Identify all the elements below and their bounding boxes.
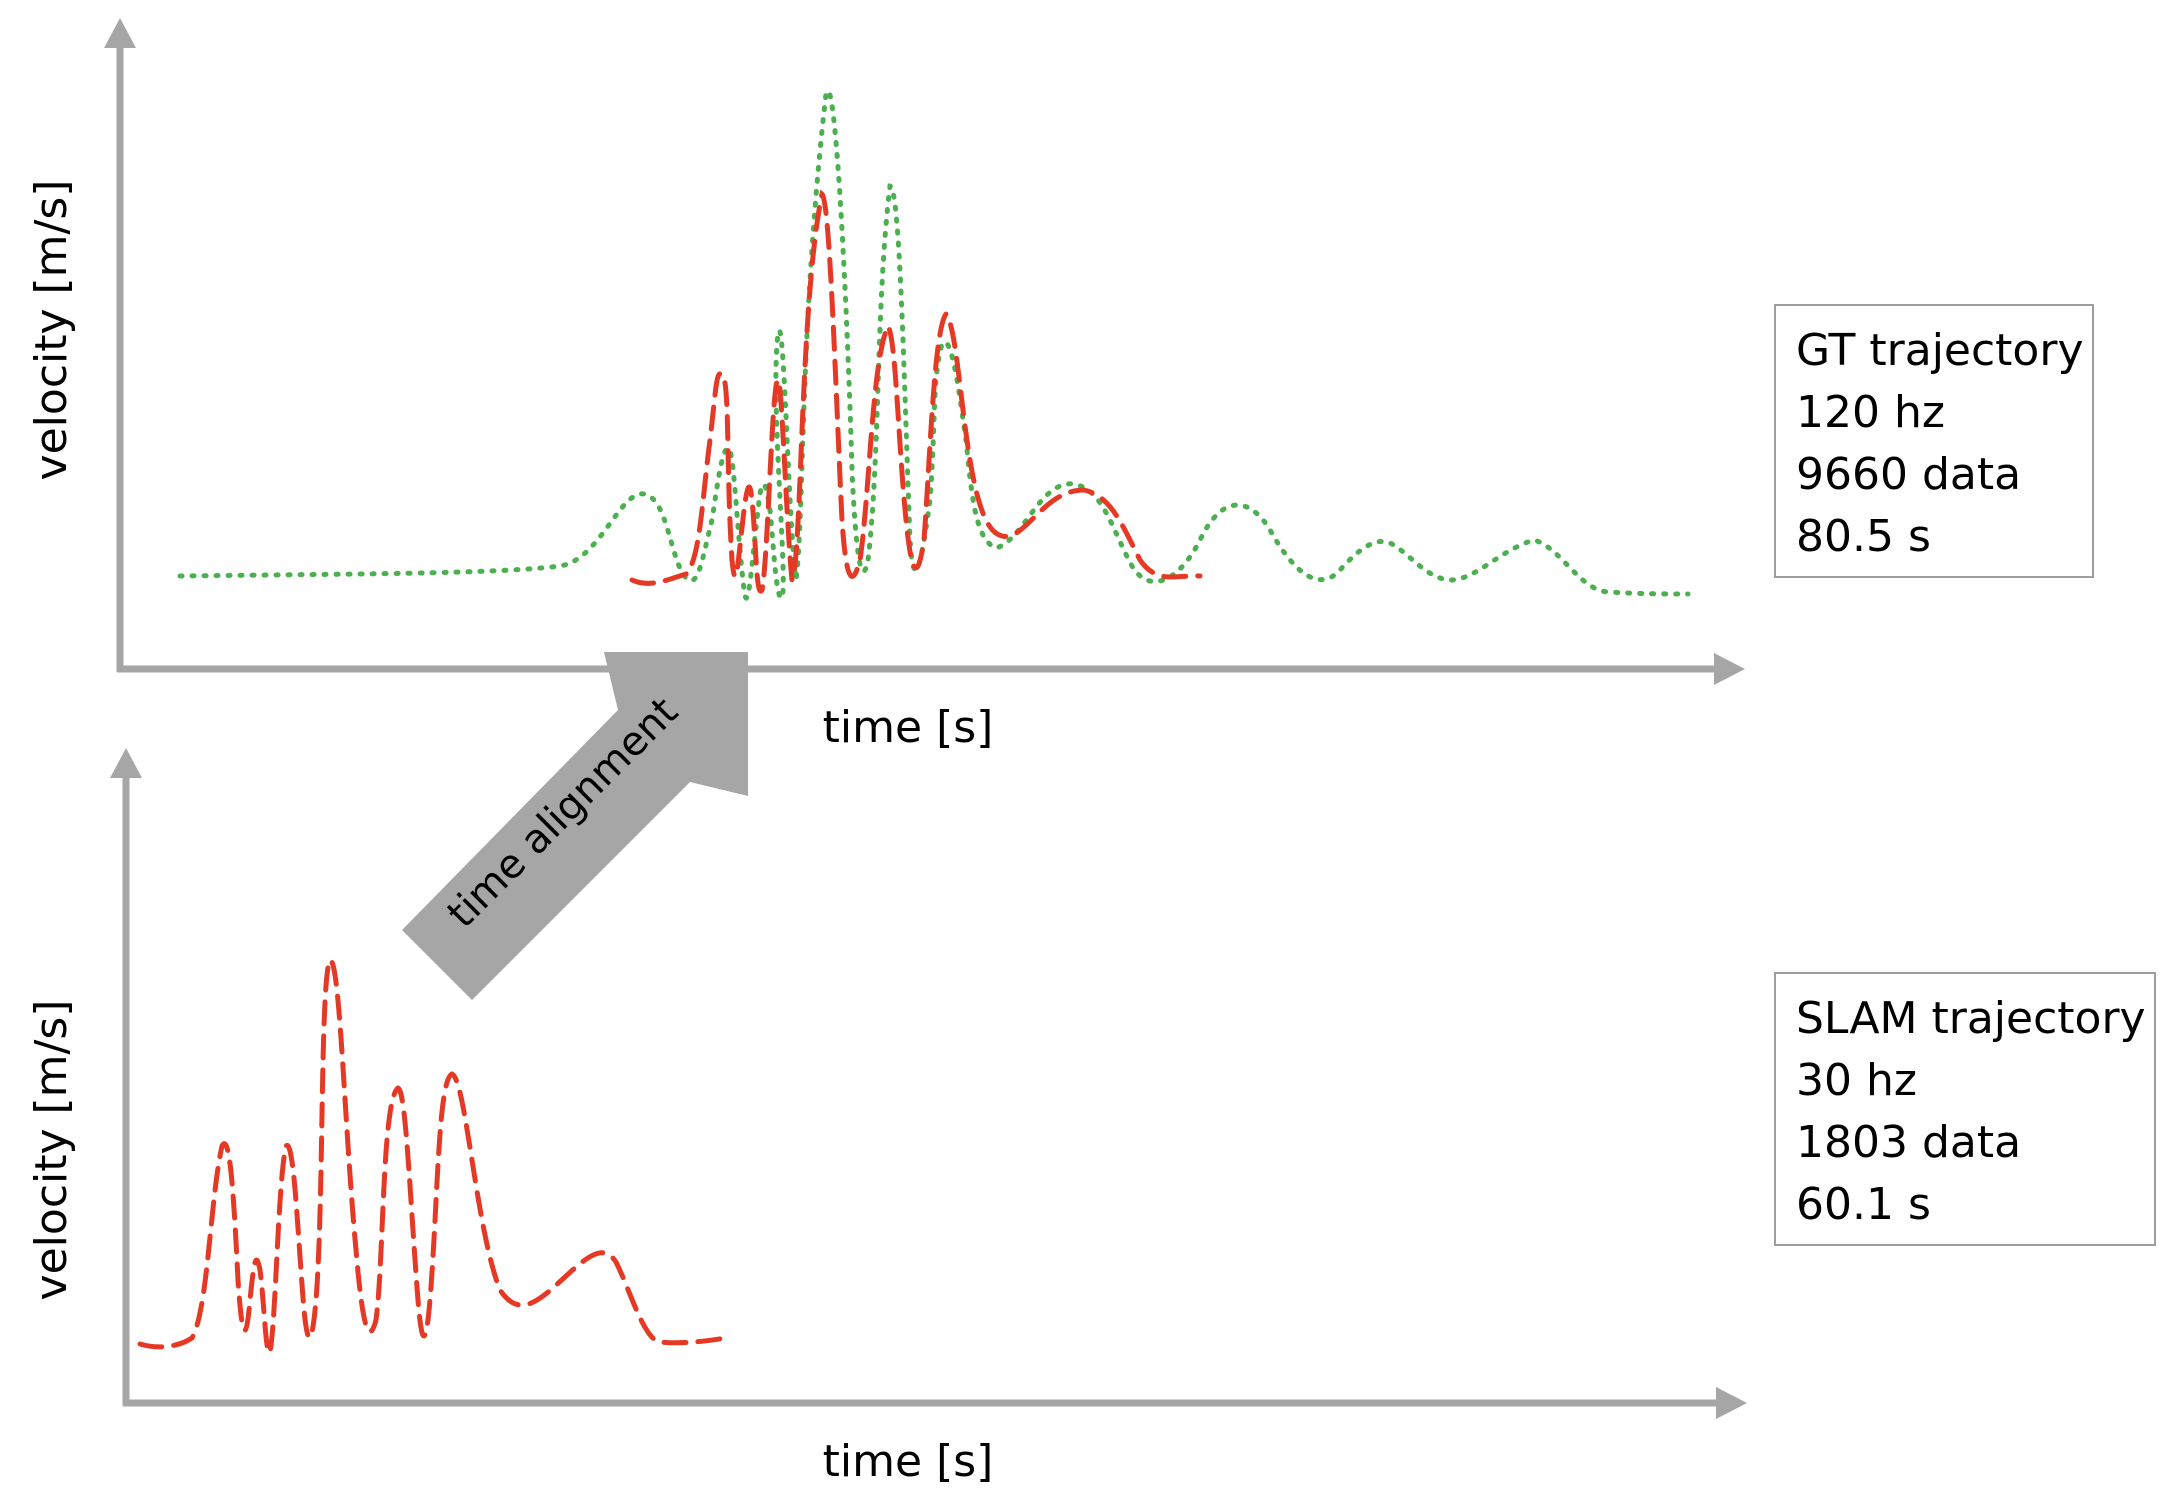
- gt-info-rate: 120 hz: [1796, 387, 1945, 438]
- gt-info-title: GT trajectory: [1796, 325, 2084, 376]
- gt-info-duration: 80.5 s: [1796, 511, 1931, 562]
- gt-info-box: GT trajectory 120 hz 9660 data 80.5 s: [1774, 304, 2094, 578]
- slam-info-rate: 30 hz: [1796, 1055, 1917, 1106]
- slam-velocity-curve: [137, 957, 729, 1355]
- time-alignment-arrow: time alignment: [402, 652, 748, 1000]
- bottom-y-label: velocity [m/s]: [26, 1000, 77, 1301]
- gt-info-count: 9660 data: [1796, 449, 2022, 500]
- bottom-panel: velocity [m/s] time [s]: [26, 748, 1747, 1487]
- time-alignment-arrow-shape: [402, 652, 748, 1000]
- top-x-axis-arrowhead: [1714, 653, 1745, 685]
- gt-velocity-curve: [177, 88, 1691, 601]
- bottom-y-axis-arrowhead: [110, 748, 142, 778]
- top-panel: velocity [m/s] time [s]: [26, 18, 1745, 753]
- bottom-x-axis-arrowhead: [1716, 1387, 1747, 1419]
- top-y-label: velocity [m/s]: [26, 180, 77, 481]
- aligned-slam-velocity-curve: [629, 189, 1203, 594]
- slam-info-count: 1803 data: [1796, 1117, 2022, 1168]
- top-x-label: time [s]: [823, 702, 994, 753]
- bottom-x-label: time [s]: [823, 1436, 994, 1487]
- top-y-axis-arrowhead: [104, 18, 136, 48]
- slam-info-title: SLAM trajectory: [1796, 993, 2146, 1044]
- slam-info-box: SLAM trajectory 30 hz 1803 data 60.1 s: [1774, 972, 2156, 1246]
- slam-info-duration: 60.1 s: [1796, 1179, 1931, 1230]
